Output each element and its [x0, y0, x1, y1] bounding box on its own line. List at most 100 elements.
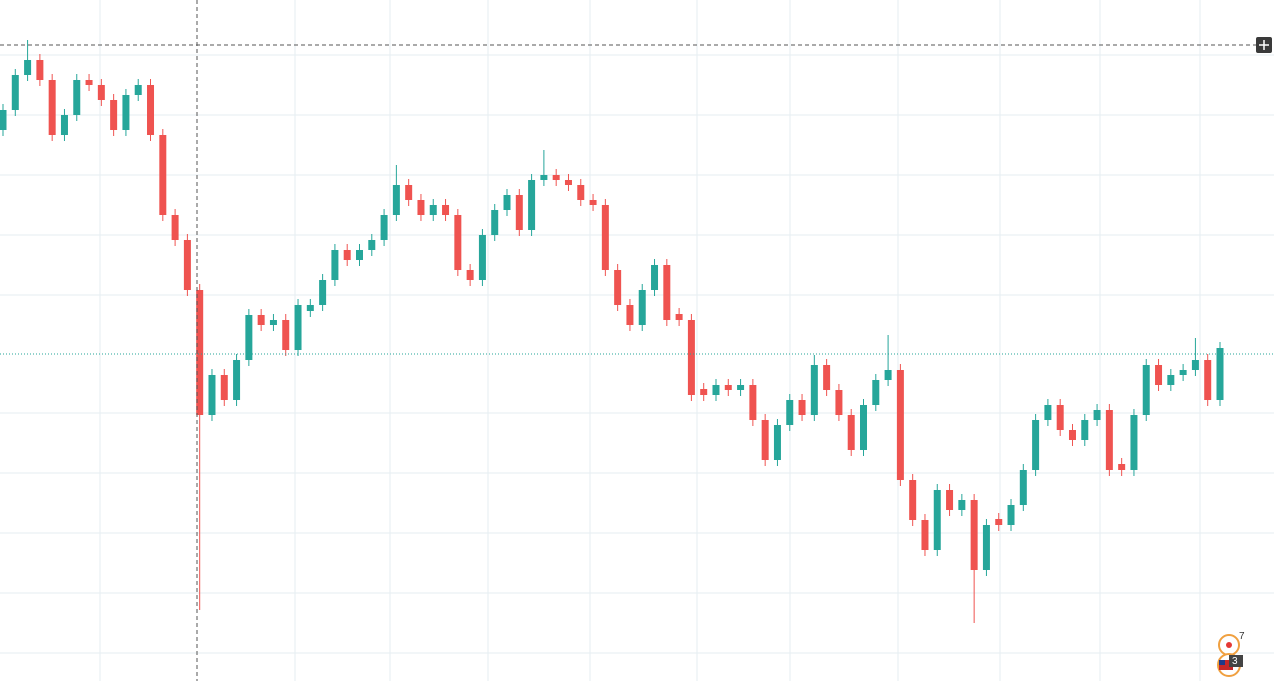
- candle-body: [97, 85, 105, 100]
- candle-body: [712, 385, 720, 395]
- candle-body: [159, 135, 167, 215]
- candle-body: [687, 320, 695, 395]
- candles: [0, 40, 1224, 623]
- candle-body: [429, 205, 437, 215]
- candle-body: [1032, 420, 1040, 470]
- candle-body: [933, 490, 941, 550]
- candle-body: [269, 320, 277, 325]
- candle-body: [577, 185, 585, 200]
- candle-body: [651, 265, 659, 290]
- candle-body: [220, 375, 228, 400]
- candle-body: [1191, 360, 1199, 370]
- candle-body: [1044, 405, 1052, 420]
- candle-body: [1081, 420, 1089, 440]
- candle-body: [85, 80, 93, 85]
- candle-body: [466, 270, 474, 280]
- candle-body: [724, 385, 732, 390]
- candle-body: [847, 415, 855, 450]
- candle-body: [183, 240, 191, 290]
- add-icon: [1259, 40, 1269, 50]
- candle-body: [540, 175, 548, 180]
- candle-body: [392, 185, 400, 215]
- candle-body: [884, 370, 892, 380]
- candle-body: [478, 235, 486, 280]
- candle-body: [1179, 370, 1187, 375]
- candle-body: [0, 110, 7, 130]
- candle-body: [48, 80, 56, 135]
- candle-body: [1007, 505, 1015, 525]
- candle-body: [306, 305, 314, 311]
- badges[interactable]: 7 3: [1217, 631, 1245, 677]
- candle-body: [958, 500, 966, 510]
- candle-body: [589, 200, 597, 205]
- candle-body: [663, 265, 671, 320]
- candle-body: [564, 180, 572, 185]
- candle-body: [319, 280, 327, 305]
- candle-body: [970, 500, 978, 570]
- candle-body: [36, 60, 44, 80]
- candle-body: [552, 175, 560, 180]
- candle-body: [134, 85, 142, 95]
- candle-body: [442, 205, 450, 215]
- candle-body: [1155, 365, 1163, 385]
- candle-body: [601, 205, 609, 270]
- candle-body: [454, 215, 462, 270]
- candle-body: [331, 250, 339, 280]
- candle-body: [749, 385, 757, 420]
- candle-body: [896, 370, 904, 480]
- badge-count: 7: [1239, 631, 1245, 642]
- badge-count: 3: [1232, 656, 1238, 667]
- candle-body: [872, 380, 880, 405]
- candle-body: [626, 305, 634, 325]
- candle-body: [638, 290, 646, 325]
- candle-body: [835, 390, 843, 415]
- candle-body: [1093, 410, 1101, 420]
- candle-body: [73, 80, 81, 115]
- candle-body: [368, 240, 376, 250]
- candle-body: [1204, 360, 1212, 400]
- candle-body: [946, 490, 954, 510]
- alert-dot: [1226, 642, 1232, 648]
- candle-body: [823, 365, 831, 390]
- flag-canton: [1219, 660, 1225, 665]
- candle-body: [860, 405, 868, 450]
- candle-body: [515, 195, 523, 230]
- candle-body: [982, 525, 990, 570]
- candle-body: [1142, 365, 1150, 415]
- candle-body: [761, 420, 769, 460]
- add-button[interactable]: [1256, 37, 1272, 53]
- candle-body: [1118, 464, 1126, 470]
- candle-body: [171, 215, 179, 240]
- badge-count-bg: [1229, 655, 1243, 667]
- candle-body: [786, 400, 794, 425]
- candle-body: [122, 95, 130, 130]
- candle-body: [1105, 410, 1113, 470]
- candle-body: [1130, 415, 1138, 470]
- candle-body: [233, 360, 241, 400]
- candle-body: [909, 480, 917, 520]
- candle-body: [528, 180, 536, 230]
- candle-body: [614, 270, 622, 305]
- candle-body: [147, 85, 155, 135]
- candle-body: [417, 200, 425, 215]
- candle-body: [380, 215, 388, 240]
- candle-body: [1056, 405, 1064, 430]
- candle-body: [11, 75, 19, 110]
- candle-body: [1019, 470, 1027, 505]
- candle-body: [343, 250, 351, 260]
- candle-body: [282, 320, 290, 350]
- candle-body: [196, 290, 204, 415]
- candle-body: [245, 315, 253, 360]
- candle-body: [675, 314, 683, 320]
- candle-body: [110, 100, 118, 130]
- candle-body: [503, 195, 511, 210]
- candle-body: [355, 250, 363, 260]
- candle-body: [737, 385, 745, 390]
- candle-body: [1216, 348, 1224, 400]
- candle-body: [405, 185, 413, 200]
- candle-body: [294, 305, 302, 350]
- candle-body: [257, 315, 265, 325]
- candle-body: [798, 400, 806, 415]
